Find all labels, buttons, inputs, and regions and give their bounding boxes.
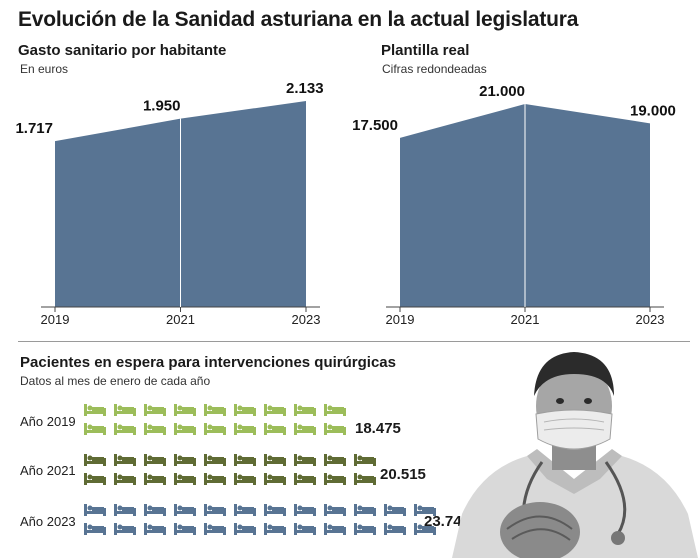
bed-icon (114, 504, 136, 516)
bed-icon (174, 404, 196, 416)
bed-icon (174, 504, 196, 516)
gasto-chart-subtitle: En euros (20, 62, 69, 76)
data-label: 17.500 (352, 117, 398, 134)
bed-icon (384, 504, 406, 516)
bed-icon (84, 404, 106, 416)
bed-icon (294, 473, 316, 485)
bed-icon (174, 423, 196, 435)
data-label: 19.000 (630, 102, 676, 119)
bed-icon (204, 504, 226, 516)
bed-icon (204, 523, 226, 535)
espera-chart-title: Pacientes en espera para intervenciones … (20, 354, 396, 371)
bed-icon (144, 473, 166, 485)
bed-icon (204, 423, 226, 435)
value-2021: 20.515 (380, 466, 426, 483)
data-label: 21.000 (479, 83, 525, 100)
bed-icon (114, 423, 136, 435)
bed-icon (324, 404, 346, 416)
bed-icon (234, 404, 256, 416)
gasto-chart-title: Gasto sanitario por habitante (18, 42, 227, 59)
bed-icon (84, 454, 106, 466)
x-tick-label: 2023 (292, 312, 321, 327)
bed-icon (84, 504, 106, 516)
bed-icon (354, 504, 376, 516)
bed-icon (264, 404, 286, 416)
value-2023: 23.744 (424, 513, 470, 530)
bed-icon (264, 454, 286, 466)
gasto-area-chart: 2019 1.717 2021 1.950 2023 2.133 (15, 80, 324, 327)
x-tick-label: 2021 (166, 312, 195, 327)
plantilla-chart-subtitle: Cifras redondeadas (382, 62, 487, 76)
doctor-illustration (452, 352, 698, 558)
bed-icon (354, 454, 376, 466)
x-tick-label: 2021 (511, 312, 540, 327)
bed-icon (264, 423, 286, 435)
bed-icon (114, 404, 136, 416)
bed-icon (354, 473, 376, 485)
bed-icon (84, 523, 106, 535)
bed-icon (264, 473, 286, 485)
plantilla-chart-title: Plantilla real (381, 42, 470, 59)
bed-icon (414, 523, 436, 535)
row-label-2021: Año 2021 (20, 463, 76, 478)
bed-icon (204, 473, 226, 485)
bed-icon (384, 523, 406, 535)
doctor-collar (527, 449, 622, 494)
bed-icon (234, 423, 256, 435)
main-title: Evolución de la Sanidad asturiana en la … (18, 8, 579, 31)
bed-icon (324, 454, 346, 466)
data-label: 1.950 (143, 98, 181, 115)
row-label-2019: Año 2019 (20, 414, 76, 429)
bed-icon (204, 404, 226, 416)
bed-icon (144, 523, 166, 535)
bed-icon (234, 523, 256, 535)
bed-icon (324, 473, 346, 485)
x-tick-label: 2019 (386, 312, 415, 327)
bed-icon (294, 423, 316, 435)
bed-icon (294, 523, 316, 535)
bed-icon (114, 454, 136, 466)
bed-icon (324, 423, 346, 435)
x-tick-label: 2019 (41, 312, 70, 327)
bed-icon (294, 504, 316, 516)
bed-icon (144, 454, 166, 466)
bed-icon (234, 473, 256, 485)
row-label-2023: Año 2023 (20, 514, 76, 529)
x-tick-label: 2023 (636, 312, 665, 327)
value-2019: 18.475 (355, 420, 401, 437)
bed-icon (264, 523, 286, 535)
data-label: 1.717 (15, 120, 53, 137)
data-label: 2.133 (286, 80, 324, 97)
bed-icon (294, 454, 316, 466)
bed-pictogram (84, 404, 436, 535)
bed-icon (174, 473, 196, 485)
bed-icon (264, 504, 286, 516)
bed-icon (324, 504, 346, 516)
bed-icon (114, 473, 136, 485)
plantilla-area-chart: 2019 17.500 2021 21.000 2023 19.000 (352, 83, 676, 327)
bed-icon (114, 523, 136, 535)
bed-icon (144, 423, 166, 435)
bed-icon (294, 404, 316, 416)
bed-icon (204, 454, 226, 466)
bed-icon (144, 404, 166, 416)
bed-icon (234, 454, 256, 466)
bed-icon (174, 523, 196, 535)
bed-icon (324, 523, 346, 535)
bed-icon (234, 504, 256, 516)
bed-icon (414, 504, 436, 516)
bed-icon (174, 454, 196, 466)
bed-icon (144, 504, 166, 516)
section-divider (18, 341, 690, 342)
bed-icon (354, 523, 376, 535)
bed-icon (84, 423, 106, 435)
bed-icon (84, 473, 106, 485)
espera-chart-subtitle: Datos al mes de enero de cada año (20, 374, 211, 388)
doctor-hair (534, 352, 614, 396)
